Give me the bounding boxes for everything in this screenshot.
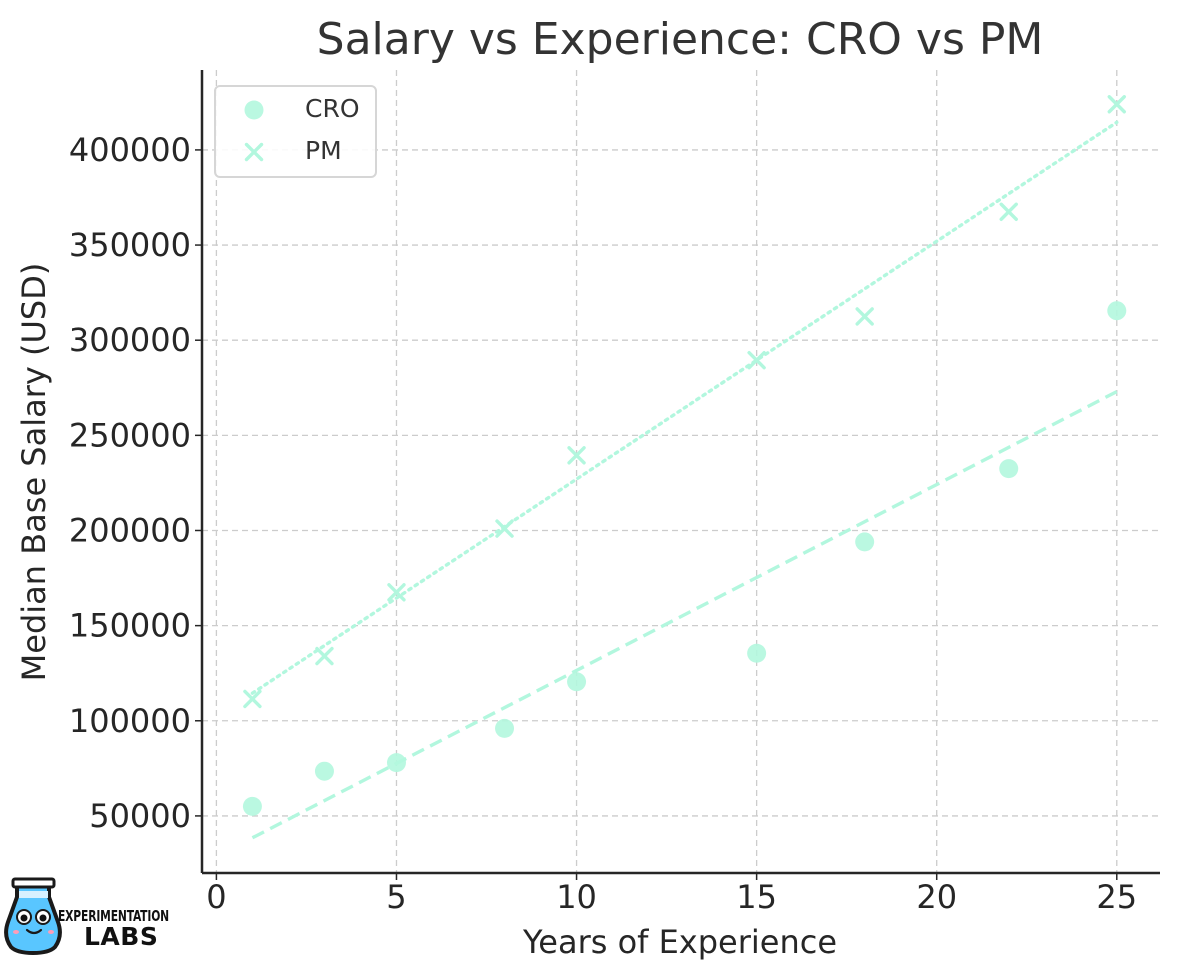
cro-point bbox=[855, 532, 875, 552]
pm-point bbox=[855, 307, 874, 326]
x-tick-label: 20 bbox=[916, 878, 957, 916]
y-tick-label: 400000 bbox=[69, 131, 191, 169]
legend-cro-label: CRO bbox=[305, 94, 360, 123]
flask-icon bbox=[4, 877, 62, 955]
x-tick-label: 10 bbox=[556, 878, 597, 916]
y-tick-label: 50000 bbox=[89, 797, 191, 835]
pm-trendline bbox=[250, 120, 1119, 695]
logo-wordmark-experimentation: EXPERIMENTATION bbox=[58, 907, 169, 925]
cro-point bbox=[386, 753, 406, 773]
legend: CRO PM bbox=[214, 85, 377, 178]
chart-title: Salary vs Experience: CRO vs PM bbox=[317, 14, 1044, 65]
x-tick-label: 25 bbox=[1096, 878, 1137, 916]
pm-point bbox=[495, 519, 514, 538]
y-axis-ticks: 50000 100000 150000 200000 250000 300000 35000… bbox=[69, 131, 202, 835]
cro-point bbox=[242, 796, 262, 816]
cro-point bbox=[495, 718, 515, 738]
cro-point bbox=[1107, 301, 1127, 321]
legend-pm-marker bbox=[244, 142, 264, 162]
y-tick-label: 100000 bbox=[69, 702, 191, 740]
pm-point bbox=[999, 202, 1018, 221]
pm-point bbox=[1107, 95, 1126, 114]
axes bbox=[200, 70, 1160, 875]
legend-circle-marker bbox=[244, 100, 264, 120]
logo-wordmark-labs: LABS bbox=[84, 922, 158, 951]
cro-point bbox=[567, 672, 587, 692]
pm-point bbox=[243, 689, 262, 709]
cro-point bbox=[314, 761, 334, 781]
grid bbox=[202, 70, 1160, 873]
cro-point bbox=[999, 459, 1019, 479]
y-tick-label: 250000 bbox=[69, 416, 191, 454]
legend-cro-marker bbox=[244, 100, 264, 120]
legend-pm-label: PM bbox=[305, 136, 342, 165]
x-axis-ticks: 0 5 10 15 20 25 bbox=[206, 873, 1137, 916]
y-tick-label: 200000 bbox=[69, 511, 191, 549]
pm-point bbox=[387, 583, 406, 602]
pm-point bbox=[567, 446, 586, 465]
x-axis-label: Years of Experience bbox=[522, 923, 837, 961]
y-tick-label: 350000 bbox=[69, 226, 191, 264]
y-axis-label: Median Base Salary (USD) bbox=[15, 263, 53, 682]
x-tick-label: 0 bbox=[206, 878, 226, 916]
pm-point bbox=[315, 646, 334, 666]
x-tick-label: 15 bbox=[736, 878, 777, 916]
pm-point bbox=[747, 350, 766, 370]
experimentation-labs-logo: EXPERIMENTATION LABS bbox=[4, 877, 169, 955]
x-tick-label: 5 bbox=[386, 878, 406, 916]
data-points bbox=[242, 95, 1127, 816]
y-tick-label: 300000 bbox=[69, 321, 191, 359]
cro-point bbox=[747, 643, 767, 663]
legend-x-marker bbox=[244, 142, 264, 162]
y-tick-label: 150000 bbox=[69, 607, 191, 645]
